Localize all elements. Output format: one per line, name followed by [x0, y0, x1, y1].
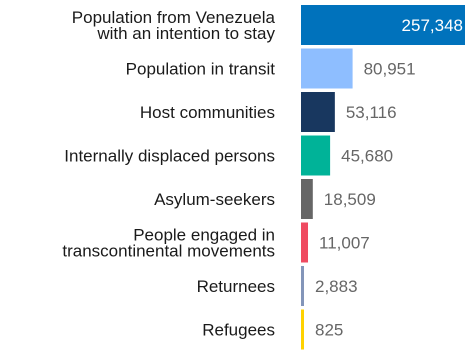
category-label-5: People engaged in transcontinental moveme…	[62, 226, 275, 261]
value-label-2: 53,116	[346, 103, 397, 122]
value-label-3: 45,680	[341, 147, 393, 166]
bar-2	[301, 92, 335, 132]
bar-3	[301, 135, 331, 176]
bar-7	[301, 309, 304, 350]
value-label-0: 257,348	[402, 16, 463, 35]
value-label-1: 80,951	[364, 60, 416, 79]
bar-5	[301, 222, 309, 263]
category-label-2: Host communities	[140, 103, 275, 122]
bar-0	[301, 5, 465, 45]
category-label-6: Returnees	[197, 277, 275, 296]
value-label-6: 2,883	[315, 277, 358, 296]
category-label-4: Asylum-seekers	[154, 190, 275, 209]
category-label-1: Population in transit	[126, 60, 276, 79]
category-label-0: Population from Venezuela with an intenti…	[72, 8, 276, 43]
bar-6	[301, 266, 304, 306]
value-label-5: 11,007	[319, 234, 370, 253]
category-label-7: Refugees	[202, 321, 275, 340]
bar-1	[301, 48, 353, 89]
value-label-7: 825	[315, 321, 343, 340]
bar-4	[301, 179, 313, 219]
value-label-4: 18,509	[324, 190, 376, 209]
category-label-3: Internally displaced persons	[64, 147, 275, 166]
